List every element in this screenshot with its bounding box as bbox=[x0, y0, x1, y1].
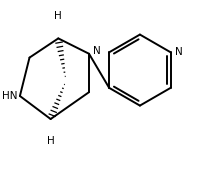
Text: HN: HN bbox=[2, 91, 17, 101]
Text: N: N bbox=[93, 46, 101, 56]
Text: H: H bbox=[54, 11, 62, 21]
Text: H: H bbox=[47, 136, 54, 146]
Text: N: N bbox=[175, 47, 183, 57]
